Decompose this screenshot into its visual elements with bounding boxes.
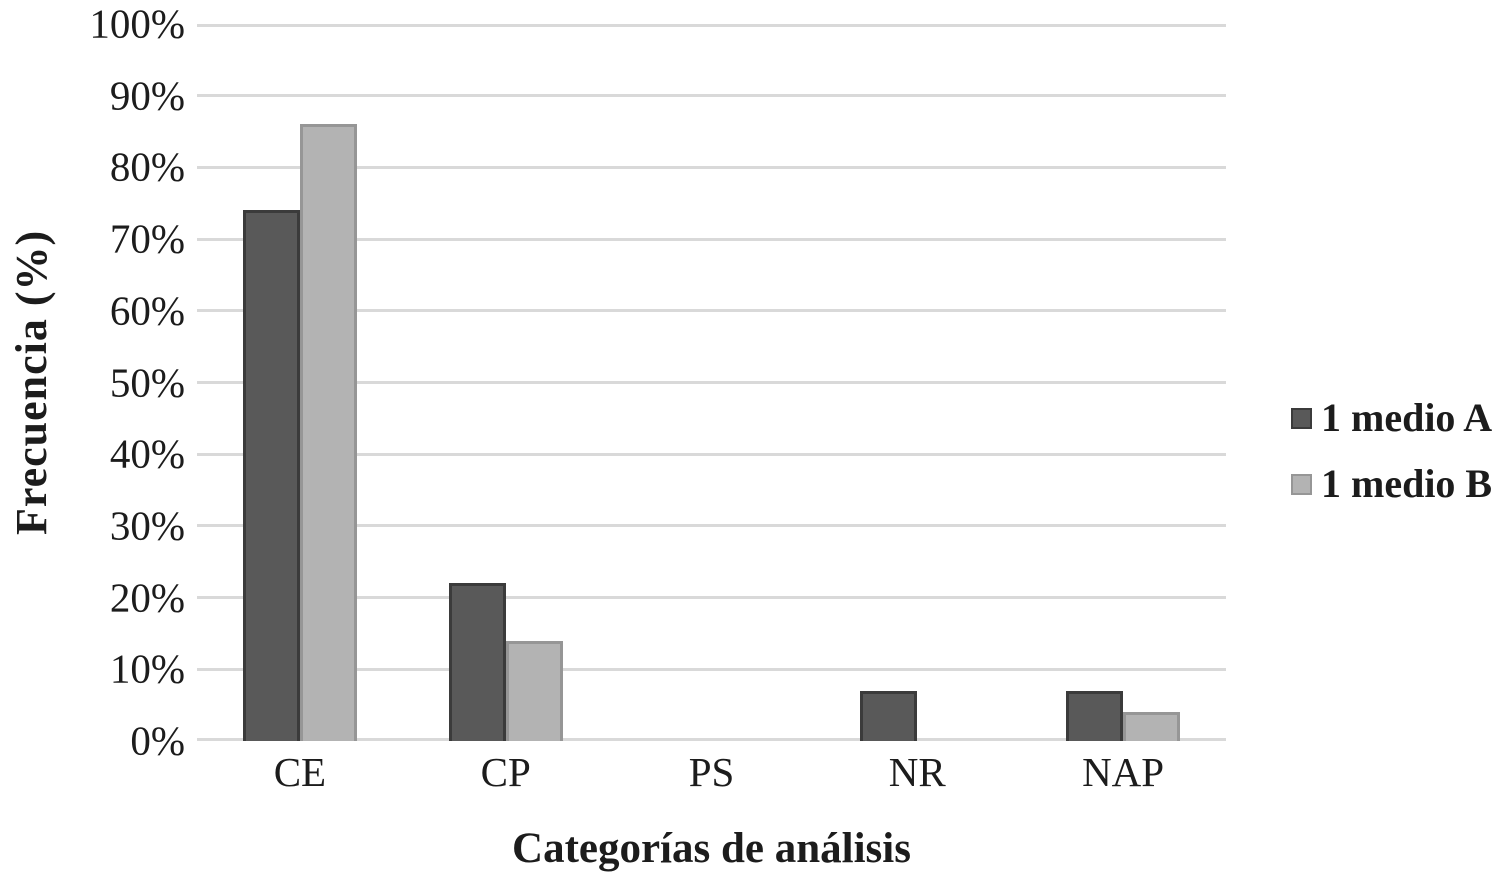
y-tick-label-0: 0% xyxy=(130,717,185,764)
y-axis-ticks: 0% 10% 20% 30% 40% 50% 60% 70% 80% 90% 100% xyxy=(0,3,185,761)
y-tick-label-90: 90% xyxy=(109,72,185,119)
gridline-90 xyxy=(197,94,1226,98)
x-tick-label-nap: NAP xyxy=(1082,749,1165,795)
gridline-60 xyxy=(197,309,1226,313)
bar-nap-series2 xyxy=(1123,712,1181,741)
y-tick-label-10: 10% xyxy=(109,645,185,692)
legend: 1 medio A 1 medio B xyxy=(1291,398,1492,530)
y-tick-label-80: 80% xyxy=(109,143,185,190)
gridline-50 xyxy=(197,381,1226,384)
gridline-10 xyxy=(197,667,1226,671)
legend-item-2: 1 medio B xyxy=(1291,464,1492,504)
gridline-20 xyxy=(197,596,1226,600)
legend-label: 1 medio B xyxy=(1321,461,1493,506)
y-tick-label-60: 60% xyxy=(109,287,185,334)
x-tick-label-ce: CE xyxy=(273,749,327,795)
x-tick-label-cp: CP xyxy=(480,749,531,795)
gridline-30 xyxy=(197,524,1226,528)
plot-area xyxy=(197,24,1226,741)
y-tick-label-100: 100% xyxy=(89,0,185,47)
gridline-40 xyxy=(197,452,1226,456)
bar-ce-series2 xyxy=(299,124,357,741)
x-tick-label-nr: NR xyxy=(888,749,946,795)
bar-cp-series2 xyxy=(505,640,563,741)
y-tick-label-30: 30% xyxy=(109,502,185,549)
y-tick-label-70: 70% xyxy=(109,215,185,262)
legend-swatch-icon xyxy=(1291,473,1312,495)
gridline-80 xyxy=(197,165,1226,169)
legend-label: 1 medio A xyxy=(1321,395,1493,440)
bar-nap-series1 xyxy=(1066,690,1124,741)
x-tick-label-ps: PS xyxy=(688,749,735,795)
x-axis-title: Categorías de análisis xyxy=(512,825,911,872)
bar-ce-series1 xyxy=(242,210,300,741)
legend-item-1: 1 medio A xyxy=(1291,398,1492,438)
gridline-70 xyxy=(197,237,1226,241)
y-tick-label-50: 50% xyxy=(109,359,185,405)
bar-cp-series1 xyxy=(448,583,506,741)
x-axis-ticks: CE CP PS NR NAP xyxy=(197,752,1226,802)
legend-swatch-icon xyxy=(1291,407,1312,429)
gridline-100 xyxy=(197,24,1226,27)
gridline-0 xyxy=(197,738,1226,741)
y-tick-label-40: 40% xyxy=(109,430,185,477)
y-tick-label-20: 20% xyxy=(109,574,185,621)
bar-nr-series1 xyxy=(860,690,918,741)
